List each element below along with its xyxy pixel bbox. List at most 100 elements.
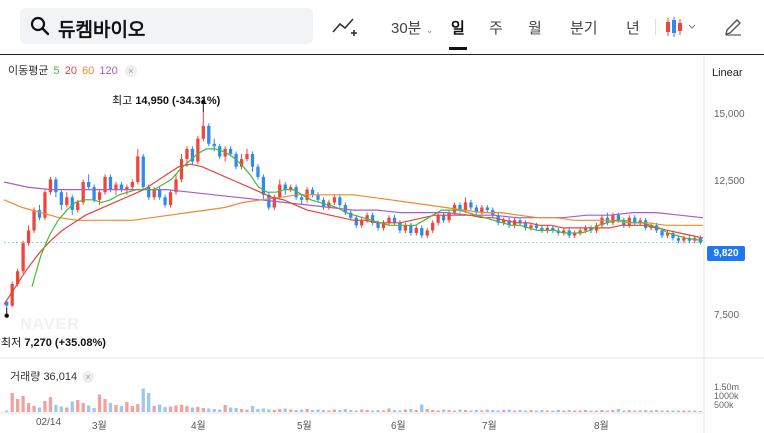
period-week[interactable]: 주 bbox=[489, 20, 503, 37]
period-quarter[interactable]: 분기 bbox=[570, 20, 598, 37]
volume-bar bbox=[654, 410, 659, 412]
volume-bar bbox=[540, 410, 544, 412]
close-icon[interactable]: × bbox=[124, 65, 137, 78]
volume-bar bbox=[633, 410, 637, 412]
volume-bar bbox=[26, 403, 31, 412]
candle-body bbox=[545, 227, 550, 231]
candle-body bbox=[54, 179, 58, 193]
volume-bar bbox=[190, 407, 195, 412]
volume-bar bbox=[70, 401, 74, 412]
volume-bar bbox=[218, 409, 222, 412]
ma-legend-title: 이동평균 bbox=[8, 65, 49, 77]
high-price-annotation: 최고 14,950 (-34.31%) bbox=[112, 92, 220, 108]
x-tick-label: 8월 bbox=[594, 421, 609, 432]
candle-body bbox=[174, 179, 178, 193]
candle-body bbox=[48, 179, 53, 193]
period-day[interactable]: 일 bbox=[449, 17, 467, 50]
y-tick-label: 12,500 bbox=[714, 176, 745, 187]
volume-bar bbox=[512, 410, 517, 412]
volume-bar bbox=[250, 406, 255, 412]
volume-bar bbox=[562, 410, 566, 412]
candle-body bbox=[163, 197, 167, 205]
candle-body bbox=[447, 212, 451, 221]
candle-body bbox=[108, 176, 113, 190]
candle-body bbox=[239, 159, 244, 167]
volume-bar bbox=[228, 407, 233, 412]
volume-bar bbox=[168, 406, 173, 412]
volume-bar bbox=[103, 399, 107, 412]
volume-bar bbox=[594, 410, 599, 412]
candle-body bbox=[16, 271, 20, 284]
candle-body bbox=[485, 207, 489, 211]
candle-body bbox=[228, 148, 233, 154]
compare-line-icon[interactable] bbox=[331, 15, 359, 39]
volume-bar bbox=[474, 410, 479, 412]
volume-bar bbox=[605, 410, 610, 412]
candle-body bbox=[256, 166, 260, 177]
volume-bar bbox=[332, 409, 337, 412]
volume-bar bbox=[283, 408, 287, 412]
candle-body bbox=[157, 189, 162, 198]
candle-body bbox=[425, 230, 429, 236]
low-marker-dot bbox=[4, 313, 9, 318]
candle-body bbox=[316, 194, 320, 200]
volume-bar bbox=[37, 407, 42, 412]
candle-body bbox=[551, 227, 555, 231]
volume-bar bbox=[310, 410, 315, 412]
candle-body bbox=[414, 227, 418, 233]
high-prefix: 최고 bbox=[112, 95, 133, 107]
stock-search-box[interactable]: 듀켐바이오 bbox=[20, 8, 313, 44]
candle-body bbox=[376, 222, 380, 228]
volume-bar bbox=[485, 409, 489, 412]
volume-bar bbox=[556, 410, 560, 412]
search-query[interactable]: 듀켐바이오 bbox=[58, 20, 146, 41]
x-tick-label: 5월 bbox=[297, 421, 312, 432]
volume-bar bbox=[436, 410, 440, 412]
volume-bar bbox=[201, 408, 205, 412]
period-year[interactable]: 년 bbox=[626, 20, 640, 37]
search-icon[interactable] bbox=[30, 16, 50, 36]
volume-bar bbox=[502, 410, 506, 412]
candle-body bbox=[360, 220, 364, 226]
candle-body bbox=[272, 197, 276, 208]
volume-bar bbox=[660, 410, 664, 412]
candle-body bbox=[458, 204, 462, 211]
candle-body bbox=[518, 220, 522, 223]
candlestick-icon[interactable] bbox=[664, 15, 698, 39]
pencil-icon[interactable] bbox=[723, 17, 743, 37]
volume-bar bbox=[239, 409, 244, 412]
volume-bar bbox=[370, 410, 375, 412]
candle-body bbox=[114, 184, 118, 190]
high-change: (-34.31%) bbox=[172, 95, 221, 107]
volume-bar bbox=[441, 409, 446, 412]
volume-bar bbox=[212, 409, 216, 412]
scale-type-toggle[interactable]: Linear bbox=[712, 67, 743, 79]
low-change: (+35.08%) bbox=[54, 337, 106, 349]
close-icon[interactable]: × bbox=[82, 371, 95, 384]
volume-bar bbox=[114, 405, 118, 412]
volume-bar bbox=[87, 405, 91, 412]
candle-body bbox=[349, 212, 353, 218]
candle-body bbox=[441, 215, 446, 221]
candle-body bbox=[81, 182, 85, 203]
volume-bar bbox=[185, 406, 189, 412]
candle-body bbox=[289, 187, 293, 190]
volume-bar bbox=[447, 410, 451, 412]
candle-body bbox=[92, 187, 96, 200]
period-month[interactable]: 월 bbox=[528, 20, 542, 37]
volume-bar bbox=[163, 407, 167, 412]
period-30min[interactable]: 30분 ⌄ bbox=[391, 17, 433, 38]
volume-tick-label: 1.50m bbox=[714, 382, 740, 392]
candle-body bbox=[332, 197, 337, 203]
candle-body bbox=[660, 230, 664, 236]
candle-body bbox=[676, 238, 681, 241]
volume-bar bbox=[338, 410, 342, 412]
volume-bar bbox=[693, 410, 697, 412]
volume-bar bbox=[480, 410, 484, 412]
candle-body bbox=[310, 189, 315, 195]
candle-body bbox=[168, 192, 173, 205]
candle-body bbox=[431, 222, 435, 231]
ma-20-line bbox=[3, 163, 704, 305]
candle-body bbox=[381, 222, 386, 228]
